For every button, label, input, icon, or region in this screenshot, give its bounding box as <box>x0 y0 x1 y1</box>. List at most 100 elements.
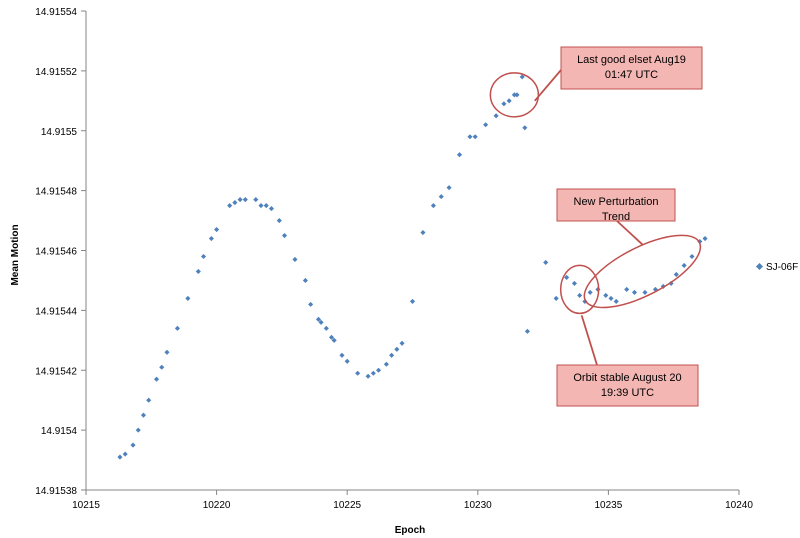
data-point <box>253 197 259 203</box>
x-tick-label: 10240 <box>725 500 753 511</box>
data-point <box>522 125 528 131</box>
data-point <box>370 370 376 376</box>
callout-box <box>556 188 676 222</box>
callout-ellipse <box>489 72 540 118</box>
y-tick-label: 14.91538 <box>35 486 77 497</box>
data-point <box>446 185 452 191</box>
callout-text: Trend <box>602 211 630 223</box>
data-point <box>355 370 361 376</box>
data-point <box>375 367 382 373</box>
data-point <box>438 194 444 200</box>
data-point <box>681 262 687 269</box>
legend-marker <box>755 262 764 271</box>
legend: SJ-06F <box>755 262 798 273</box>
data-point <box>409 298 416 304</box>
data-point <box>153 376 160 382</box>
callout-text: Orbit stable August 20 <box>573 372 681 384</box>
data-point <box>242 197 248 203</box>
data-point <box>383 361 389 367</box>
x-tick-label: 10225 <box>333 500 361 511</box>
data-point <box>237 197 243 203</box>
data-point <box>642 289 648 295</box>
data-point <box>603 292 609 298</box>
callout-box <box>560 46 703 90</box>
data-point <box>577 292 583 298</box>
data-point <box>673 271 679 277</box>
data-point <box>308 301 314 307</box>
data-point <box>328 334 335 340</box>
data-point <box>331 337 337 343</box>
data-point <box>318 319 324 325</box>
data-point <box>467 134 473 140</box>
data-points <box>117 74 708 460</box>
x-axis-ticks: 10215 10220 10225 10230 10235 10240 <box>72 490 753 511</box>
data-point <box>268 206 274 212</box>
y-tick-label: 14.91542 <box>35 366 77 377</box>
callout-box <box>556 364 699 407</box>
data-point <box>117 454 123 460</box>
data-point <box>200 253 207 260</box>
data-point <box>472 134 478 140</box>
data-point <box>571 280 577 286</box>
y-axis-title: Mean Motion <box>10 224 21 285</box>
data-point <box>631 289 638 295</box>
data-point <box>430 203 436 209</box>
data-point <box>613 298 619 304</box>
data-point <box>514 92 520 98</box>
callout-ellipse <box>559 264 600 315</box>
y-tick-label: 14.91548 <box>35 187 77 198</box>
data-point <box>456 152 463 158</box>
data-point <box>130 442 136 448</box>
data-point <box>135 427 141 433</box>
data-point <box>159 364 165 370</box>
data-point <box>227 203 233 209</box>
x-axis-title: Epoch <box>395 525 426 536</box>
data-point <box>315 316 322 322</box>
data-point <box>146 397 152 403</box>
data-point <box>399 340 405 346</box>
data-point <box>164 349 170 355</box>
data-point <box>185 295 191 301</box>
data-point <box>263 203 269 209</box>
data-point <box>323 325 329 331</box>
y-tick-label: 14.9155 <box>41 127 78 138</box>
callout-text: New Perturbation <box>574 196 659 208</box>
callout-text: 19:39 UTC <box>601 387 654 399</box>
x-tick-label: 10220 <box>203 500 231 511</box>
data-point <box>587 289 593 295</box>
data-point <box>344 358 350 364</box>
y-tick-label: 14.91544 <box>35 306 77 317</box>
x-tick-label: 10215 <box>72 500 100 511</box>
x-tick-label: 10235 <box>594 500 622 511</box>
data-point <box>501 101 507 107</box>
data-point <box>389 352 395 358</box>
data-point <box>214 226 220 233</box>
callout-text: Last good elset Aug19 <box>577 54 686 66</box>
data-point <box>365 373 371 379</box>
data-point <box>174 325 180 331</box>
data-point <box>702 235 708 242</box>
data-point <box>276 218 282 224</box>
legend-label: SJ-06F <box>766 262 798 273</box>
callout-text: 01:47 UTC <box>605 69 658 81</box>
data-point <box>122 451 128 457</box>
data-point <box>302 277 308 283</box>
data-point <box>553 295 559 301</box>
data-point <box>140 412 147 418</box>
data-point <box>420 229 426 236</box>
data-point <box>258 203 264 209</box>
data-point <box>232 200 238 206</box>
data-point <box>493 113 499 119</box>
annotations: Last good elset Aug19 01:47 UTC New Pertur… <box>489 46 703 407</box>
data-point <box>394 346 400 352</box>
data-point <box>339 352 345 358</box>
data-point <box>208 235 214 242</box>
y-tick-label: 14.91552 <box>35 67 77 78</box>
data-point <box>281 232 288 239</box>
data-point <box>543 259 549 266</box>
data-point <box>608 295 614 301</box>
callout-connector <box>534 69 562 102</box>
data-point <box>524 328 530 334</box>
y-axis-ticks: 14.91538 14.9154 14.91542 14.91544 14.91546 1… <box>35 7 86 497</box>
data-point <box>483 122 489 128</box>
